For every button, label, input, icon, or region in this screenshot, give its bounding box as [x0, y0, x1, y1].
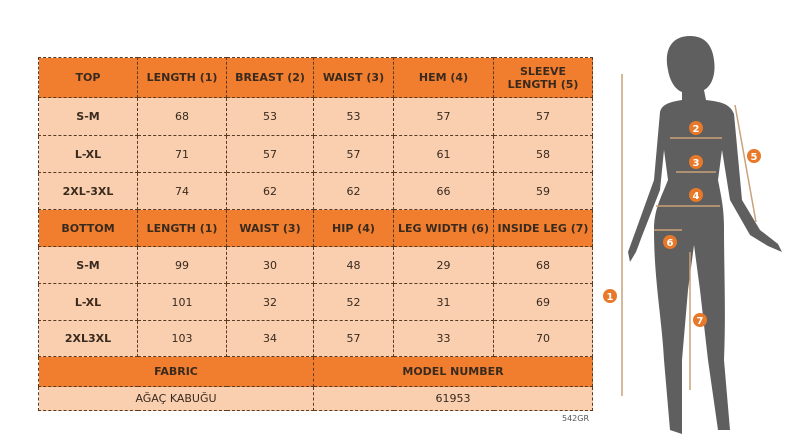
size-chart-table: TOP LENGTH (1) BREAST (2) WAIST (3) HEM …	[38, 57, 593, 411]
svg-text:4: 4	[693, 191, 700, 202]
table-row: 2XL3XL 103 34 57 33 70	[38, 320, 593, 357]
size-cell: 2XL3XL	[38, 320, 138, 357]
value-cell: 66	[393, 172, 494, 210]
table-row: L-XL 71 57 57 61 58	[38, 135, 593, 173]
header-cell: BREAST (2)	[226, 57, 314, 98]
fabric-label: FABRIC	[38, 356, 314, 387]
product-code: 542GR	[562, 414, 590, 423]
svg-text:7: 7	[697, 316, 704, 327]
value-cell: 103	[137, 320, 227, 357]
woman-silhouette	[628, 36, 782, 434]
value-cell: 57	[313, 320, 394, 357]
header-cell: WAIST (3)	[313, 57, 394, 98]
marker-3: 3	[689, 155, 703, 169]
header-cell: TOP	[38, 57, 138, 98]
svg-text:3: 3	[693, 158, 700, 169]
header-cell: WAIST (3)	[226, 209, 314, 247]
value-cell: 68	[137, 97, 227, 136]
header-cell: LEG WIDTH (6)	[393, 209, 494, 247]
table-row: S-M 99 30 48 29 68	[38, 246, 593, 284]
value-cell: 57	[313, 135, 394, 173]
marker-7: 7	[693, 313, 707, 327]
size-cell: S-M	[38, 246, 138, 284]
value-cell: 30	[226, 246, 314, 284]
value-cell: 34	[226, 320, 314, 357]
header-cell: LENGTH (1)	[137, 57, 227, 98]
info-header-row: FABRIC MODEL NUMBER	[38, 356, 593, 387]
value-cell: 62	[313, 172, 394, 210]
value-cell: 57	[493, 97, 593, 136]
marker-6: 6	[663, 235, 677, 249]
value-cell: 99	[137, 246, 227, 284]
value-cell: 59	[493, 172, 593, 210]
value-cell: 53	[226, 97, 314, 136]
svg-text:5: 5	[751, 152, 758, 163]
value-cell: 74	[137, 172, 227, 210]
size-cell: L-XL	[38, 135, 138, 173]
size-cell: S-M	[38, 97, 138, 136]
table-row: 2XL-3XL 74 62 62 66 59	[38, 172, 593, 210]
size-cell: 2XL-3XL	[38, 172, 138, 210]
header-cell: SLEEVE LENGTH (5)	[493, 57, 593, 98]
body-measurement-figure: 1 2 3 4 5 6 7	[603, 36, 782, 434]
marker-1: 1	[603, 289, 617, 303]
measurement-lines	[621, 74, 757, 396]
value-cell: 57	[393, 97, 494, 136]
marker-4: 4	[689, 188, 703, 202]
value-cell: 68	[493, 246, 593, 284]
value-cell: 101	[137, 283, 227, 321]
value-cell: 48	[313, 246, 394, 284]
marker-2: 2	[689, 121, 703, 135]
value-cell: 33	[393, 320, 494, 357]
header-cell: BOTTOM	[38, 209, 138, 247]
value-cell: 29	[393, 246, 494, 284]
measurement-markers: 1 2 3 4 5 6 7	[603, 121, 761, 327]
value-cell: 58	[493, 135, 593, 173]
fabric-value: AĞAÇ KABUĞU	[38, 386, 314, 411]
value-cell: 31	[393, 283, 494, 321]
model-number-label: MODEL NUMBER	[313, 356, 593, 387]
table-row: L-XL 101 32 52 31 69	[38, 283, 593, 321]
value-cell: 71	[137, 135, 227, 173]
svg-text:6: 6	[667, 238, 674, 249]
value-cell: 52	[313, 283, 394, 321]
header-cell: HEM (4)	[393, 57, 494, 98]
bottom-header-row: BOTTOM LENGTH (1) WAIST (3) HIP (4) LEG …	[38, 209, 593, 247]
header-cell: HIP (4)	[313, 209, 394, 247]
info-row: AĞAÇ KABUĞU 61953	[38, 386, 593, 411]
value-cell: 53	[313, 97, 394, 136]
value-cell: 62	[226, 172, 314, 210]
top-header-row: TOP LENGTH (1) BREAST (2) WAIST (3) HEM …	[38, 57, 593, 98]
value-cell: 57	[226, 135, 314, 173]
value-cell: 61	[393, 135, 494, 173]
marker-5: 5	[747, 149, 761, 163]
size-cell: L-XL	[38, 283, 138, 321]
table-row: S-M 68 53 53 57 57	[38, 97, 593, 136]
svg-text:1: 1	[607, 292, 614, 303]
value-cell: 32	[226, 283, 314, 321]
svg-text:2: 2	[693, 124, 700, 135]
header-cell: INSIDE LEG (7)	[493, 209, 593, 247]
header-cell: LENGTH (1)	[137, 209, 227, 247]
value-cell: 70	[493, 320, 593, 357]
model-number-value: 61953	[313, 386, 593, 411]
value-cell: 69	[493, 283, 593, 321]
